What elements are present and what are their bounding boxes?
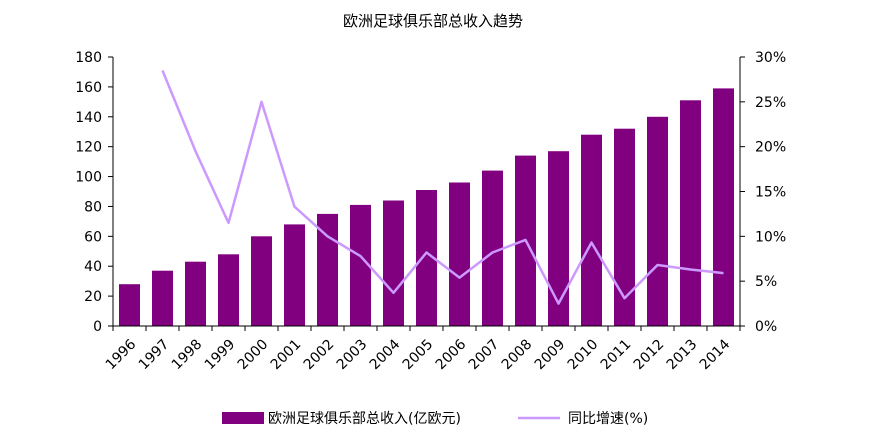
bar-2007 [482, 171, 503, 326]
x-tick-label: 2006 [433, 336, 470, 373]
bar-1999 [218, 254, 239, 326]
bar-2006 [449, 183, 470, 327]
legend: 欧洲足球俱乐部总收入(亿欧元) 同比增速(%) [222, 411, 648, 427]
x-tick-label: 1996 [103, 336, 140, 373]
legend-bar-label: 欧洲足球俱乐部总收入(亿欧元) [268, 411, 461, 427]
right-tick-label: 25% [755, 95, 786, 111]
x-tick-label: 2001 [268, 337, 305, 374]
bar-1998 [185, 262, 206, 326]
x-tick-label: 1999 [202, 337, 239, 374]
right-tick-label: 0% [755, 319, 777, 335]
left-tick-label: 160 [75, 80, 102, 96]
x-tick-label: 2009 [532, 337, 569, 374]
bar-2000 [251, 236, 272, 326]
right-tick-label: 15% [755, 185, 786, 201]
bar-2012 [647, 117, 668, 326]
x-tick-label: 1998 [169, 337, 206, 374]
left-tick-label: 0 [93, 319, 102, 335]
bars-layer [119, 88, 734, 326]
left-tick-label: 40 [84, 259, 102, 275]
x-tick-label: 2004 [367, 336, 404, 373]
right-tick-label: 5% [755, 274, 777, 290]
chart-title: 欧洲足球俱乐部总收入趋势 [343, 12, 523, 30]
x-tick-label: 2011 [598, 337, 635, 374]
right-tick-label: 30% [755, 50, 786, 66]
bar-2010 [581, 135, 602, 326]
x-tick-label: 2000 [235, 337, 272, 374]
left-tick-label: 20 [84, 289, 102, 305]
left-tick-label: 60 [84, 229, 102, 245]
line-layer [162, 70, 723, 303]
x-tick-label: 2008 [499, 337, 536, 374]
bar-1996 [119, 284, 140, 326]
legend-bar-swatch [222, 412, 264, 424]
bar-2004 [383, 201, 404, 327]
x-tick-label: 1997 [136, 337, 173, 374]
bar-2013 [680, 100, 701, 326]
bar-2001 [284, 224, 305, 326]
bar-2014 [713, 88, 734, 326]
x-tick-label: 2010 [565, 337, 602, 374]
right-tick-label: 10% [755, 229, 786, 245]
x-tick-label: 2012 [631, 337, 668, 374]
left-tick-label: 140 [75, 110, 102, 126]
legend-line-label: 同比增速(%) [568, 411, 648, 427]
x-tick-label: 2005 [400, 337, 437, 374]
left-tick-label: 80 [84, 199, 102, 215]
bar-2009 [548, 151, 569, 326]
x-tick-label: 2002 [301, 337, 338, 374]
growth-line [163, 71, 724, 304]
x-tick-label: 2013 [664, 337, 701, 374]
x-tick-label: 2014 [697, 336, 734, 373]
right-tick-label: 20% [755, 140, 786, 156]
left-tick-label: 100 [75, 170, 102, 186]
left-tick-label: 180 [75, 50, 102, 66]
bar-1997 [152, 271, 173, 326]
x-tick-label: 2003 [334, 337, 371, 374]
x-tick-label: 2007 [466, 337, 503, 374]
left-tick-label: 120 [75, 140, 102, 156]
